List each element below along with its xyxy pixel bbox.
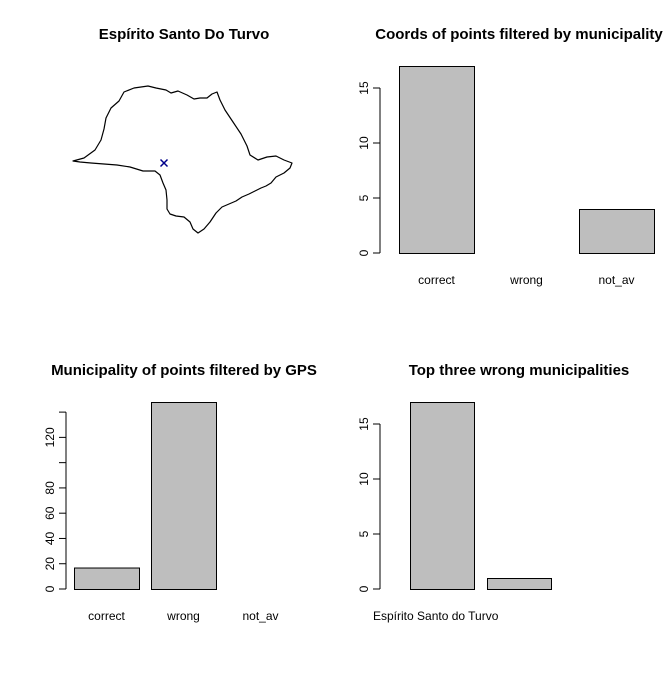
y-tick-label: 10 — [357, 136, 371, 150]
bar — [399, 66, 475, 254]
y-tick-label: 60 — [43, 506, 57, 520]
chart-top-wrong-municipalities: Top three wrong municipalities 0 5 10 15 Esp… — [357, 362, 629, 623]
chart-coords-by-municipality: Coords of points filtered by municipalit… — [357, 26, 663, 287]
chart-title: Municipality of points filtered by GPS — [51, 362, 317, 379]
x-tick-label: correct — [88, 609, 125, 623]
map-panel: Espírito Santo Do Turvo — [72, 26, 293, 234]
chart-title: Top three wrong municipalities — [409, 362, 630, 379]
y-tick-label: 120 — [43, 427, 57, 447]
x-tick-label: not_av — [242, 609, 278, 623]
y-tick-label: 40 — [43, 531, 57, 545]
bar — [74, 567, 140, 590]
y-tick-label: 10 — [357, 472, 371, 486]
bar — [487, 578, 552, 590]
chart-title: Coords of points filtered by municipalit… — [375, 26, 663, 43]
x-tick-label: wrong — [166, 609, 200, 623]
chart-municipality-by-gps: Municipality of points filtered by GPS 0… — [43, 362, 317, 623]
y-tick-label: 0 — [357, 249, 371, 256]
y-tick-label: 0 — [43, 585, 57, 592]
map-title: Espírito Santo Do Turvo — [99, 26, 270, 43]
bar — [579, 209, 655, 254]
x-tick-label: Espírito Santo do Turvo — [373, 609, 499, 623]
state-outline — [72, 85, 293, 234]
y-tick-label: 80 — [43, 481, 57, 495]
y-tick-label: 20 — [43, 557, 57, 571]
y-tick-label: 5 — [357, 530, 371, 537]
bar — [151, 402, 217, 590]
x-tick-label: correct — [418, 273, 455, 287]
y-tick-label: 15 — [357, 417, 371, 431]
y-tick-label: 15 — [357, 81, 371, 95]
y-tick-label: 0 — [357, 585, 371, 592]
bar — [410, 402, 475, 590]
y-tick-label: 5 — [357, 194, 371, 201]
x-tick-label: wrong — [509, 273, 543, 287]
x-tick-label: not_av — [598, 273, 634, 287]
location-marker — [159, 158, 169, 168]
